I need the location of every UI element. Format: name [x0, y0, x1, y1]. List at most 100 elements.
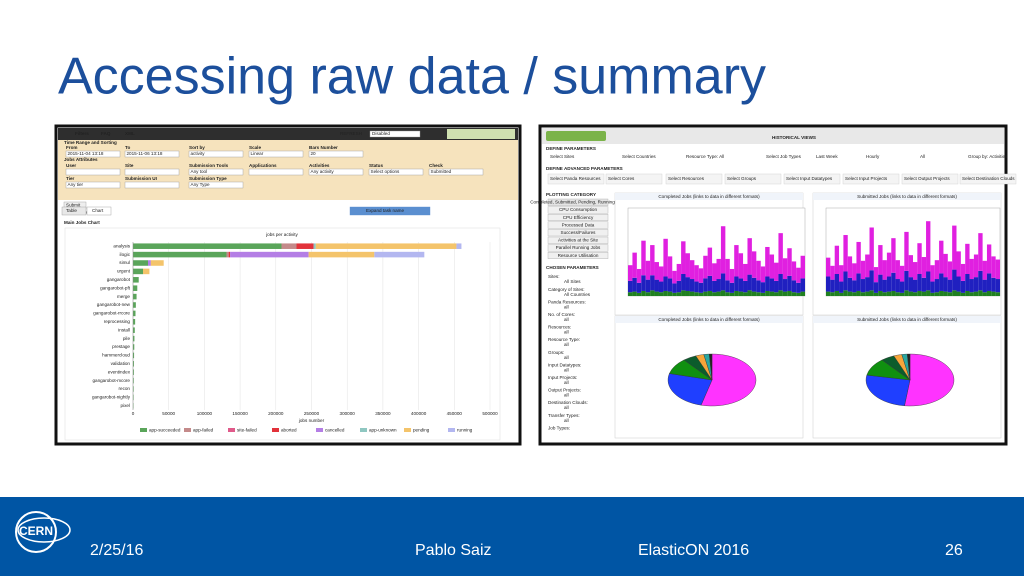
stack-segment: [891, 238, 896, 273]
param-name: Panda Resources:: [548, 299, 586, 304]
bar-segment: [133, 344, 135, 350]
logo-ring: [17, 517, 71, 543]
field-value: Any tier: [68, 182, 84, 187]
stack-segment: [952, 290, 957, 296]
stack-segment: [694, 265, 699, 282]
stack-segment: [939, 273, 944, 291]
stack-segment: [628, 265, 633, 281]
stack-segment: [899, 292, 905, 296]
submit-button-label: Submit: [66, 203, 81, 208]
stack-segment: [778, 233, 783, 274]
legend-swatch: [316, 428, 323, 432]
stack-segment: [725, 280, 730, 293]
field-input: [124, 168, 180, 176]
category-button: [547, 221, 609, 229]
section-label: DEFINE PARAMETERS: [546, 146, 596, 151]
page-number: 26: [945, 542, 963, 559]
bar-segment: [228, 251, 231, 258]
stack-segment: [982, 279, 987, 293]
section-label: Jobs Attributes: [64, 157, 98, 162]
legend-label: pending: [413, 428, 430, 433]
x-tick-label: 0: [132, 411, 135, 416]
logo-text: CERN: [19, 524, 53, 538]
stack-segment: [800, 278, 805, 292]
stack-segment: [899, 281, 905, 293]
stack-segment: [960, 292, 966, 296]
footer-author: Pablo Saiz: [415, 542, 492, 559]
legend-label: site-failed: [237, 428, 257, 433]
legend-label: app-unknown: [369, 428, 397, 433]
stack-segment: [716, 279, 721, 292]
param-select: Group by: Activities: [968, 154, 1008, 159]
stack-segment: [782, 291, 788, 296]
param-name: Job Types:: [548, 425, 570, 430]
stack-segment: [791, 261, 797, 281]
y-tick-label: gangarobot: [107, 277, 131, 282]
field-label: Applications: [249, 163, 277, 168]
pie-slice: [667, 373, 713, 406]
stack-segment: [973, 291, 979, 296]
stack-segment: [787, 290, 792, 296]
y-tick-label: reprocessing: [104, 319, 131, 324]
stack-segment: [930, 265, 935, 282]
pie-slice: [709, 353, 713, 381]
expand-button: [349, 206, 431, 216]
stack-segment: [725, 258, 730, 281]
bar-segment: [133, 319, 136, 325]
footer-date: 2/25/16: [90, 542, 143, 559]
stack-segment: [796, 267, 801, 283]
stack-segment: [650, 290, 655, 296]
category-button: [547, 229, 609, 237]
advanced-item: Select Panda Resources: [550, 176, 601, 181]
field-input: [188, 181, 244, 189]
stack-segment: [658, 266, 664, 282]
stack-segment: [834, 245, 840, 274]
stack-segment: [654, 291, 659, 296]
advanced-item: Select Cores: [608, 176, 635, 181]
stack-segment: [839, 292, 844, 296]
stack-segment: [672, 270, 677, 284]
advanced-item: Select Groups: [727, 176, 757, 181]
stack-segment: [636, 268, 642, 283]
stack-segment: [978, 270, 983, 291]
bar-segment: [281, 243, 297, 249]
param-value: All Sites: [564, 279, 581, 284]
param-select: Hourly: [866, 154, 880, 159]
stack-segment: [886, 252, 892, 277]
stack-segment: [969, 279, 974, 293]
bar-segment: [133, 285, 138, 291]
stack-segment: [856, 241, 861, 274]
field-label: Check: [429, 163, 443, 168]
advanced-button: [665, 173, 723, 185]
stack-segment: [698, 268, 704, 283]
panel-title: Submitted Jobs (links to data in differe…: [857, 194, 957, 199]
footer-event: ElasticON 2016: [638, 542, 749, 559]
param-select: Select Job Types: [766, 154, 802, 159]
x-tick-label: 200000: [268, 411, 284, 416]
stack-segment: [826, 291, 831, 296]
stack-segment: [899, 265, 905, 282]
stack-segment: [926, 290, 931, 296]
panel-title: Completed Jobs (links to data in differe…: [658, 317, 760, 322]
bar-segment: [133, 386, 134, 392]
pie-slice: [865, 374, 911, 407]
legend-label: cancelled: [325, 428, 345, 433]
stack-segment: [995, 259, 1000, 280]
stack-segment: [707, 247, 713, 276]
stack-segment: [663, 238, 668, 277]
stack-segment: [908, 255, 913, 278]
stack-segment: [734, 276, 739, 291]
stack-segment: [839, 265, 844, 282]
stack-segment: [873, 292, 879, 296]
advanced-item: Select Resources: [668, 176, 705, 181]
field-value: Submitted: [431, 169, 452, 174]
stack-segment: [939, 240, 944, 274]
stack-segment: [716, 258, 721, 280]
stack-segment: [943, 253, 948, 278]
advanced-button: [901, 173, 959, 185]
param-name: Category of Sites:: [548, 287, 585, 292]
chart-title: jobs per activity: [265, 232, 298, 237]
stack-segment: [707, 275, 713, 291]
field-label: Sort by: [189, 145, 205, 150]
field-input: [248, 150, 304, 158]
